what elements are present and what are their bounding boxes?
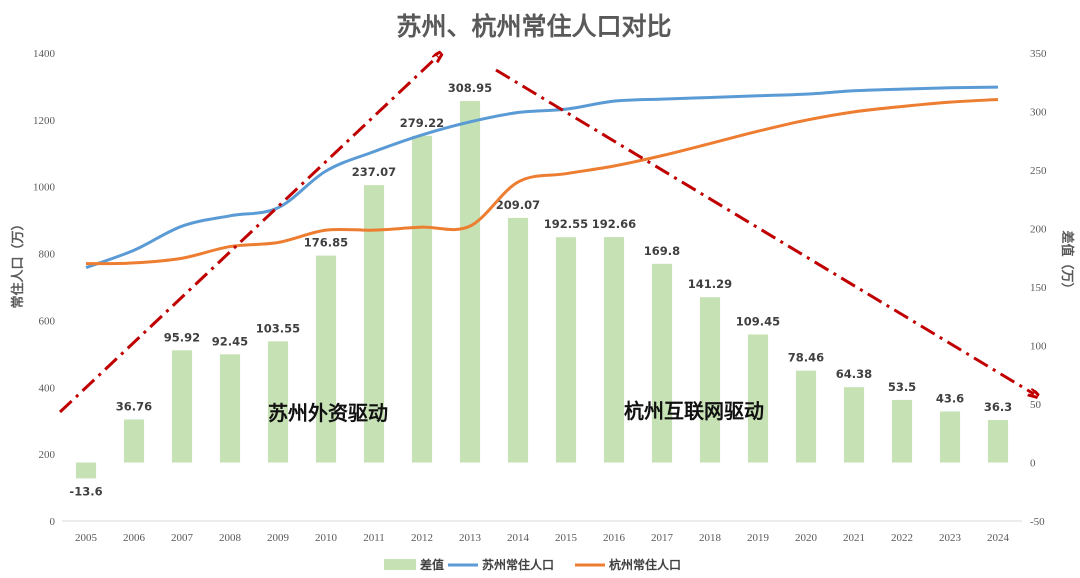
- difference-bar: [75, 462, 97, 479]
- legend-swatch-difference: [384, 559, 416, 570]
- legend: 差值 苏州常住人口 杭州常住人口: [384, 557, 681, 572]
- difference-bar: [267, 341, 289, 463]
- bar-value-label: 64.38: [836, 367, 872, 381]
- bar-value-label: 209.07: [496, 198, 540, 212]
- right-axis-ticks: -50 0 50 100 150 200 250 300 350: [1030, 48, 1047, 528]
- difference-bar: [555, 237, 577, 463]
- right-tick-label: 150: [1030, 282, 1047, 294]
- x-tick-label: 2018: [699, 532, 722, 544]
- hangzhou-population-line: [85, 97, 999, 266]
- right-tick-label: -50: [1030, 516, 1045, 528]
- difference-bar: [891, 399, 913, 463]
- difference-bar: [939, 411, 961, 463]
- difference-bar: [171, 350, 193, 463]
- bar-value-label: 169.8: [644, 244, 680, 258]
- difference-bar: [987, 420, 1009, 463]
- left-tick-label: 400: [39, 382, 56, 394]
- left-tick-label: 200: [39, 449, 56, 461]
- rising-trend-arrow: [58, 56, 438, 414]
- x-tick-label: 2021: [843, 532, 865, 544]
- difference-bar: [651, 263, 673, 463]
- x-tick-label: 2008: [219, 532, 242, 544]
- bar-value-label: 141.29: [688, 277, 732, 291]
- x-tick-label: 2016: [603, 532, 626, 544]
- difference-bar: [603, 237, 625, 463]
- bar-value-label: 192.55: [544, 217, 588, 231]
- x-tick-label: 2009: [267, 532, 290, 544]
- x-tick-label: 2007: [171, 532, 194, 544]
- x-tick-label: 2023: [939, 532, 962, 544]
- bar-value-label: 109.45: [736, 314, 780, 328]
- x-tick-label: 2024: [987, 532, 1010, 544]
- left-tick-label: 1000: [33, 182, 56, 194]
- difference-bar: [315, 255, 337, 463]
- x-tick-label: 2017: [651, 532, 674, 544]
- difference-bar: [219, 354, 241, 463]
- difference-bars: [75, 101, 1009, 479]
- x-axis-ticks: 2005 2006 2007 2008 2009 2010 2011 2012 2013 2014…: [75, 532, 1010, 544]
- right-tick-label: 50: [1030, 399, 1042, 411]
- bar-value-label: 78.46: [788, 351, 824, 365]
- left-tick-label: 600: [39, 315, 56, 327]
- difference-bar: [507, 217, 529, 463]
- bar-value-label: 36.3: [984, 400, 1012, 414]
- left-tick-label: 1400: [33, 48, 56, 60]
- left-axis-title: 常住人口（万）: [10, 217, 26, 308]
- x-tick-label: 2020: [795, 532, 818, 544]
- left-tick-label: 0: [50, 516, 56, 528]
- bar-value-label: 36.76: [116, 399, 152, 413]
- x-tick-label: 2010: [315, 532, 338, 544]
- legend-label-difference: 差值: [419, 557, 444, 572]
- bar-value-label: 308.95: [448, 81, 492, 95]
- right-axis-title: 差值（万）: [1059, 230, 1075, 295]
- x-tick-label: 2011: [363, 532, 385, 544]
- bar-value-label: 95.92: [164, 330, 200, 344]
- x-tick-label: 2005: [75, 532, 98, 544]
- right-tick-label: 200: [1030, 224, 1047, 236]
- suzhou-annotation: 苏州外资驱动: [268, 401, 388, 425]
- x-tick-label: 2006: [123, 532, 146, 544]
- right-tick-label: 0: [1030, 458, 1036, 470]
- right-tick-label: 250: [1030, 165, 1047, 177]
- falling-trend-arrow: [495, 68, 1034, 394]
- left-tick-label: 800: [39, 249, 56, 261]
- difference-bar: [843, 387, 865, 463]
- bar-value-label: 176.85: [304, 236, 348, 250]
- chart-title: 苏州、杭州常住人口对比: [396, 12, 671, 41]
- left-axis-ticks: 0 200 400 600 800 1000 1200 1400: [33, 48, 56, 528]
- bar-value-label: 53.5: [888, 380, 916, 394]
- bar-value-label: 103.55: [256, 321, 300, 335]
- trend-arrows: [58, 56, 1034, 414]
- difference-bar: [411, 135, 433, 463]
- bar-value-label: 92.45: [212, 334, 248, 348]
- difference-bar: [795, 370, 817, 463]
- bar-value-label: 43.6: [936, 391, 964, 405]
- x-tick-label: 2012: [411, 532, 433, 544]
- difference-bar: [123, 419, 145, 463]
- right-tick-label: 300: [1030, 107, 1047, 119]
- hangzhou-annotation: 杭州互联网驱动: [624, 399, 764, 423]
- bar-value-label: 192.66: [592, 217, 636, 231]
- difference-bar: [699, 297, 721, 463]
- x-tick-label: 2022: [891, 532, 913, 544]
- legend-label-suzhou: 苏州常住人口: [482, 557, 554, 572]
- difference-bar-labels: -13.6 36.76 95.92 92.45 103.55 176.85 237.07 27…: [69, 81, 1012, 498]
- bar-value-label: 237.07: [352, 165, 396, 179]
- x-tick-label: 2014: [507, 532, 530, 544]
- right-tick-label: 100: [1030, 341, 1047, 353]
- bar-value-label: 279.22: [400, 116, 444, 130]
- right-tick-label: 350: [1030, 48, 1047, 60]
- x-tick-label: 2013: [459, 532, 482, 544]
- legend-label-hangzhou: 杭州常住人口: [609, 557, 681, 572]
- bar-value-label: -13.6: [69, 484, 102, 498]
- difference-bar: [459, 101, 481, 463]
- difference-bar: [747, 334, 769, 463]
- x-tick-label: 2019: [747, 532, 770, 544]
- left-tick-label: 1200: [33, 115, 56, 127]
- x-tick-label: 2015: [555, 532, 578, 544]
- suzhou-population-line: [85, 85, 999, 270]
- difference-bar: [363, 185, 385, 463]
